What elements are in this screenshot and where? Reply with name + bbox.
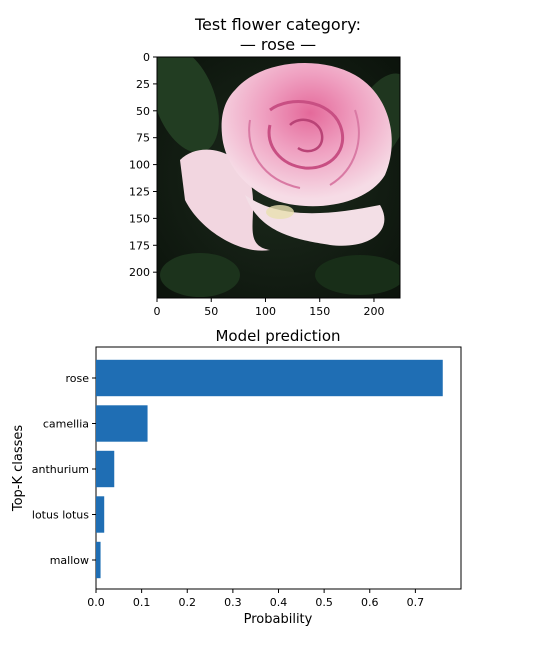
category-label: anthurium <box>32 463 89 476</box>
category-label: mallow <box>50 554 89 567</box>
image-y-tick-label: 50 <box>136 105 150 118</box>
bar-anthurium <box>96 450 115 488</box>
bar-lotus-lotus <box>96 496 105 533</box>
image-y-tick-label: 150 <box>129 212 150 225</box>
image-title-line2: — rose — <box>240 35 316 54</box>
category-label: camellia <box>43 418 89 431</box>
image-y-tick-label: 75 <box>136 132 150 145</box>
category-label: lotus lotus <box>32 509 89 522</box>
probability-tick-label: 0.4 <box>270 596 288 609</box>
probability-tick-label: 0.6 <box>361 596 379 609</box>
probability-tick-label: 0.0 <box>87 596 105 609</box>
y-axis-label: Top-K classes <box>11 425 26 513</box>
image-y-tick-label: 0 <box>143 51 150 64</box>
probability-tick-label: 0.1 <box>133 596 151 609</box>
image-x-tick-label: 50 <box>204 305 218 318</box>
image-y-tick-label: 200 <box>129 266 150 279</box>
category-label: rose <box>65 372 89 385</box>
image-y-tick-label: 100 <box>129 159 150 172</box>
image-x-tick-label: 150 <box>309 305 330 318</box>
category-axis: rose camellia anthurium lotus lotus mallow <box>32 372 96 567</box>
image-x-tick-label: 0 <box>154 305 161 318</box>
image-y-tick-label: 125 <box>129 185 150 198</box>
probability-axis: 0.0 0.1 0.2 0.3 0.4 0.5 0.6 0.7 <box>87 589 424 609</box>
rose-image <box>156 56 401 299</box>
x-axis-label: Probability <box>244 612 313 627</box>
bar-series <box>96 359 443 579</box>
chart-title: Model prediction <box>215 327 340 345</box>
bar-rose <box>96 359 443 397</box>
probability-tick-label: 0.7 <box>407 596 425 609</box>
image-x-tick-label: 100 <box>255 305 276 318</box>
probability-tick-label: 0.5 <box>315 596 333 609</box>
bar-mallow <box>96 541 101 579</box>
image-title-line1: Test flower category: <box>194 15 361 34</box>
image-x-axis: 0 50 100 150 200 <box>154 298 384 318</box>
probability-tick-label: 0.3 <box>224 596 242 609</box>
image-y-tick-label: 175 <box>129 239 150 252</box>
image-y-tick-label: 25 <box>136 78 150 91</box>
image-y-axis: 0 25 50 75 100 125 150 175 200 <box>129 51 157 279</box>
bar-camellia <box>96 405 148 442</box>
image-x-tick-label: 200 <box>363 305 384 318</box>
probability-tick-label: 0.2 <box>179 596 197 609</box>
